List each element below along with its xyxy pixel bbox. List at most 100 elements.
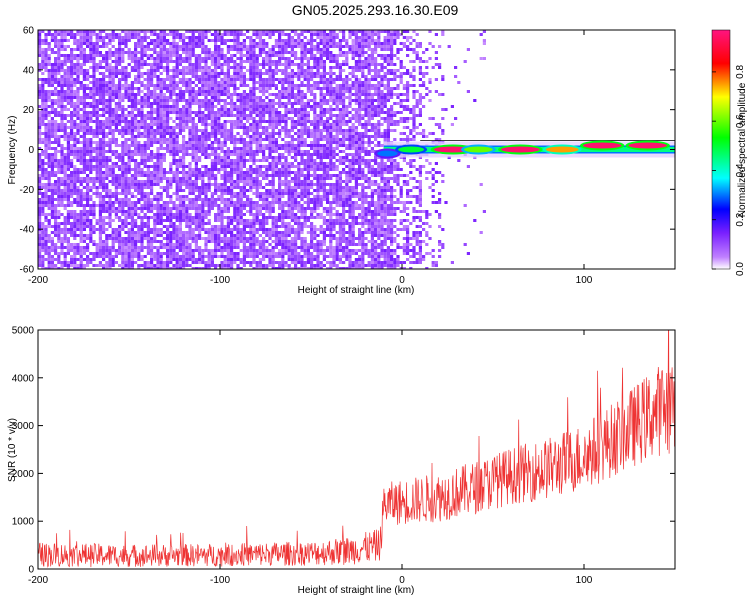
heatmap-cell xyxy=(79,39,83,42)
heatmap-cell xyxy=(111,69,115,72)
heatmap-cell xyxy=(76,90,80,93)
heatmap-cell xyxy=(223,33,227,36)
heatmap-cell xyxy=(258,225,262,228)
heatmap-cell xyxy=(268,132,272,135)
heatmap-cell xyxy=(255,36,259,39)
heatmap-cell xyxy=(54,36,58,39)
heatmap-cell xyxy=(60,48,64,51)
heatmap-cell xyxy=(246,99,250,102)
heatmap-cell xyxy=(169,249,173,252)
heatmap-cell xyxy=(284,126,288,129)
heatmap-cell xyxy=(268,84,272,87)
heatmap-cell xyxy=(54,198,58,201)
heatmap-cell xyxy=(57,195,61,198)
heatmap-cell xyxy=(124,222,128,225)
heatmap-cell xyxy=(57,177,61,180)
heatmap-cell xyxy=(111,51,115,54)
heatmap-cell xyxy=(255,135,259,138)
heatmap-cell xyxy=(265,144,269,147)
heatmap-cell xyxy=(82,129,86,132)
heatmap-cell xyxy=(66,144,70,147)
heatmap-cell xyxy=(268,234,272,237)
heatmap-cell xyxy=(47,30,51,33)
heatmap-cell xyxy=(182,180,186,183)
heatmap-cell xyxy=(242,126,246,129)
heatmap-cell xyxy=(281,168,285,171)
heatmap-cell xyxy=(79,168,83,171)
heatmap-cell xyxy=(220,54,224,57)
heatmap-cell xyxy=(182,90,186,93)
heatmap-cell xyxy=(182,213,186,216)
heatmap-cell xyxy=(172,267,176,269)
heatmap-cell xyxy=(220,240,224,243)
heatmap-cell xyxy=(73,69,77,72)
heatmap-cell xyxy=(121,141,125,144)
heatmap-cell xyxy=(252,255,256,258)
heatmap-cell xyxy=(130,204,134,207)
heatmap-cell xyxy=(54,33,58,36)
heatmap-cell xyxy=(281,69,285,72)
heatmap-cell xyxy=(111,264,115,267)
heatmap-cell xyxy=(236,69,240,72)
heatmap-cell xyxy=(127,72,131,75)
heatmap-cell xyxy=(210,201,214,204)
heatmap-cell xyxy=(92,225,96,228)
heatmap-cell xyxy=(249,225,253,228)
heatmap-cell xyxy=(242,192,246,195)
heatmap-cell xyxy=(41,249,45,252)
heatmap-cell xyxy=(233,192,237,195)
heatmap-cell xyxy=(268,117,272,120)
heatmap-cell xyxy=(262,213,266,216)
heatmap-cell xyxy=(239,42,243,45)
heatmap-cell xyxy=(57,45,61,48)
heatmap-cell xyxy=(89,42,93,45)
heatmap-cell xyxy=(198,90,202,93)
heatmap-cell xyxy=(118,234,122,237)
heatmap-cell xyxy=(268,93,272,96)
heatmap-cell xyxy=(271,108,275,111)
heatmap-cell xyxy=(246,51,250,54)
heatmap-cell xyxy=(268,135,272,138)
heatmap-cell xyxy=(57,96,61,99)
heatmap-cell xyxy=(127,90,131,93)
heatmap-cell xyxy=(50,36,54,39)
heatmap-cell xyxy=(233,75,237,78)
heatmap-cell xyxy=(82,249,86,252)
heatmap-cell xyxy=(274,78,278,81)
heatmap-cell xyxy=(236,114,240,117)
heatmap-cell xyxy=(79,30,83,33)
heatmap-cell xyxy=(114,195,118,198)
heatmap-cell xyxy=(204,213,208,216)
heatmap-cell xyxy=(143,147,147,150)
heatmap-cell xyxy=(226,192,230,195)
heatmap-cell xyxy=(169,243,173,246)
heatmap-cell xyxy=(198,93,202,96)
heatmap-cell xyxy=(188,129,192,132)
heatmap-cell xyxy=(166,132,170,135)
heatmap-cell xyxy=(249,186,253,189)
heatmap-cell xyxy=(86,249,90,252)
heatmap-cell xyxy=(63,117,67,120)
heatmap-cell xyxy=(73,180,77,183)
heatmap-cell xyxy=(188,45,192,48)
heatmap-cell xyxy=(223,132,227,135)
heatmap-cell xyxy=(201,87,205,90)
heatmap-cell xyxy=(140,96,144,99)
heatmap-cell xyxy=(153,195,157,198)
heatmap-cell xyxy=(255,87,259,90)
heatmap-cell xyxy=(130,114,134,117)
heatmap-cell xyxy=(127,84,131,87)
heatmap-cell xyxy=(220,105,224,108)
heatmap-cell xyxy=(66,60,70,63)
heatmap-cell xyxy=(246,150,250,153)
heatmap-cell xyxy=(166,129,170,132)
heatmap-cell xyxy=(220,168,224,171)
heatmap-cell xyxy=(121,210,125,213)
heatmap-cell xyxy=(44,39,48,42)
heatmap-cell xyxy=(265,69,269,72)
heatmap-cell xyxy=(268,213,272,216)
heatmap-cell xyxy=(127,39,131,42)
heatmap-cell xyxy=(130,87,134,90)
heatmap-cell xyxy=(98,81,102,84)
heatmap-cell xyxy=(50,159,54,162)
